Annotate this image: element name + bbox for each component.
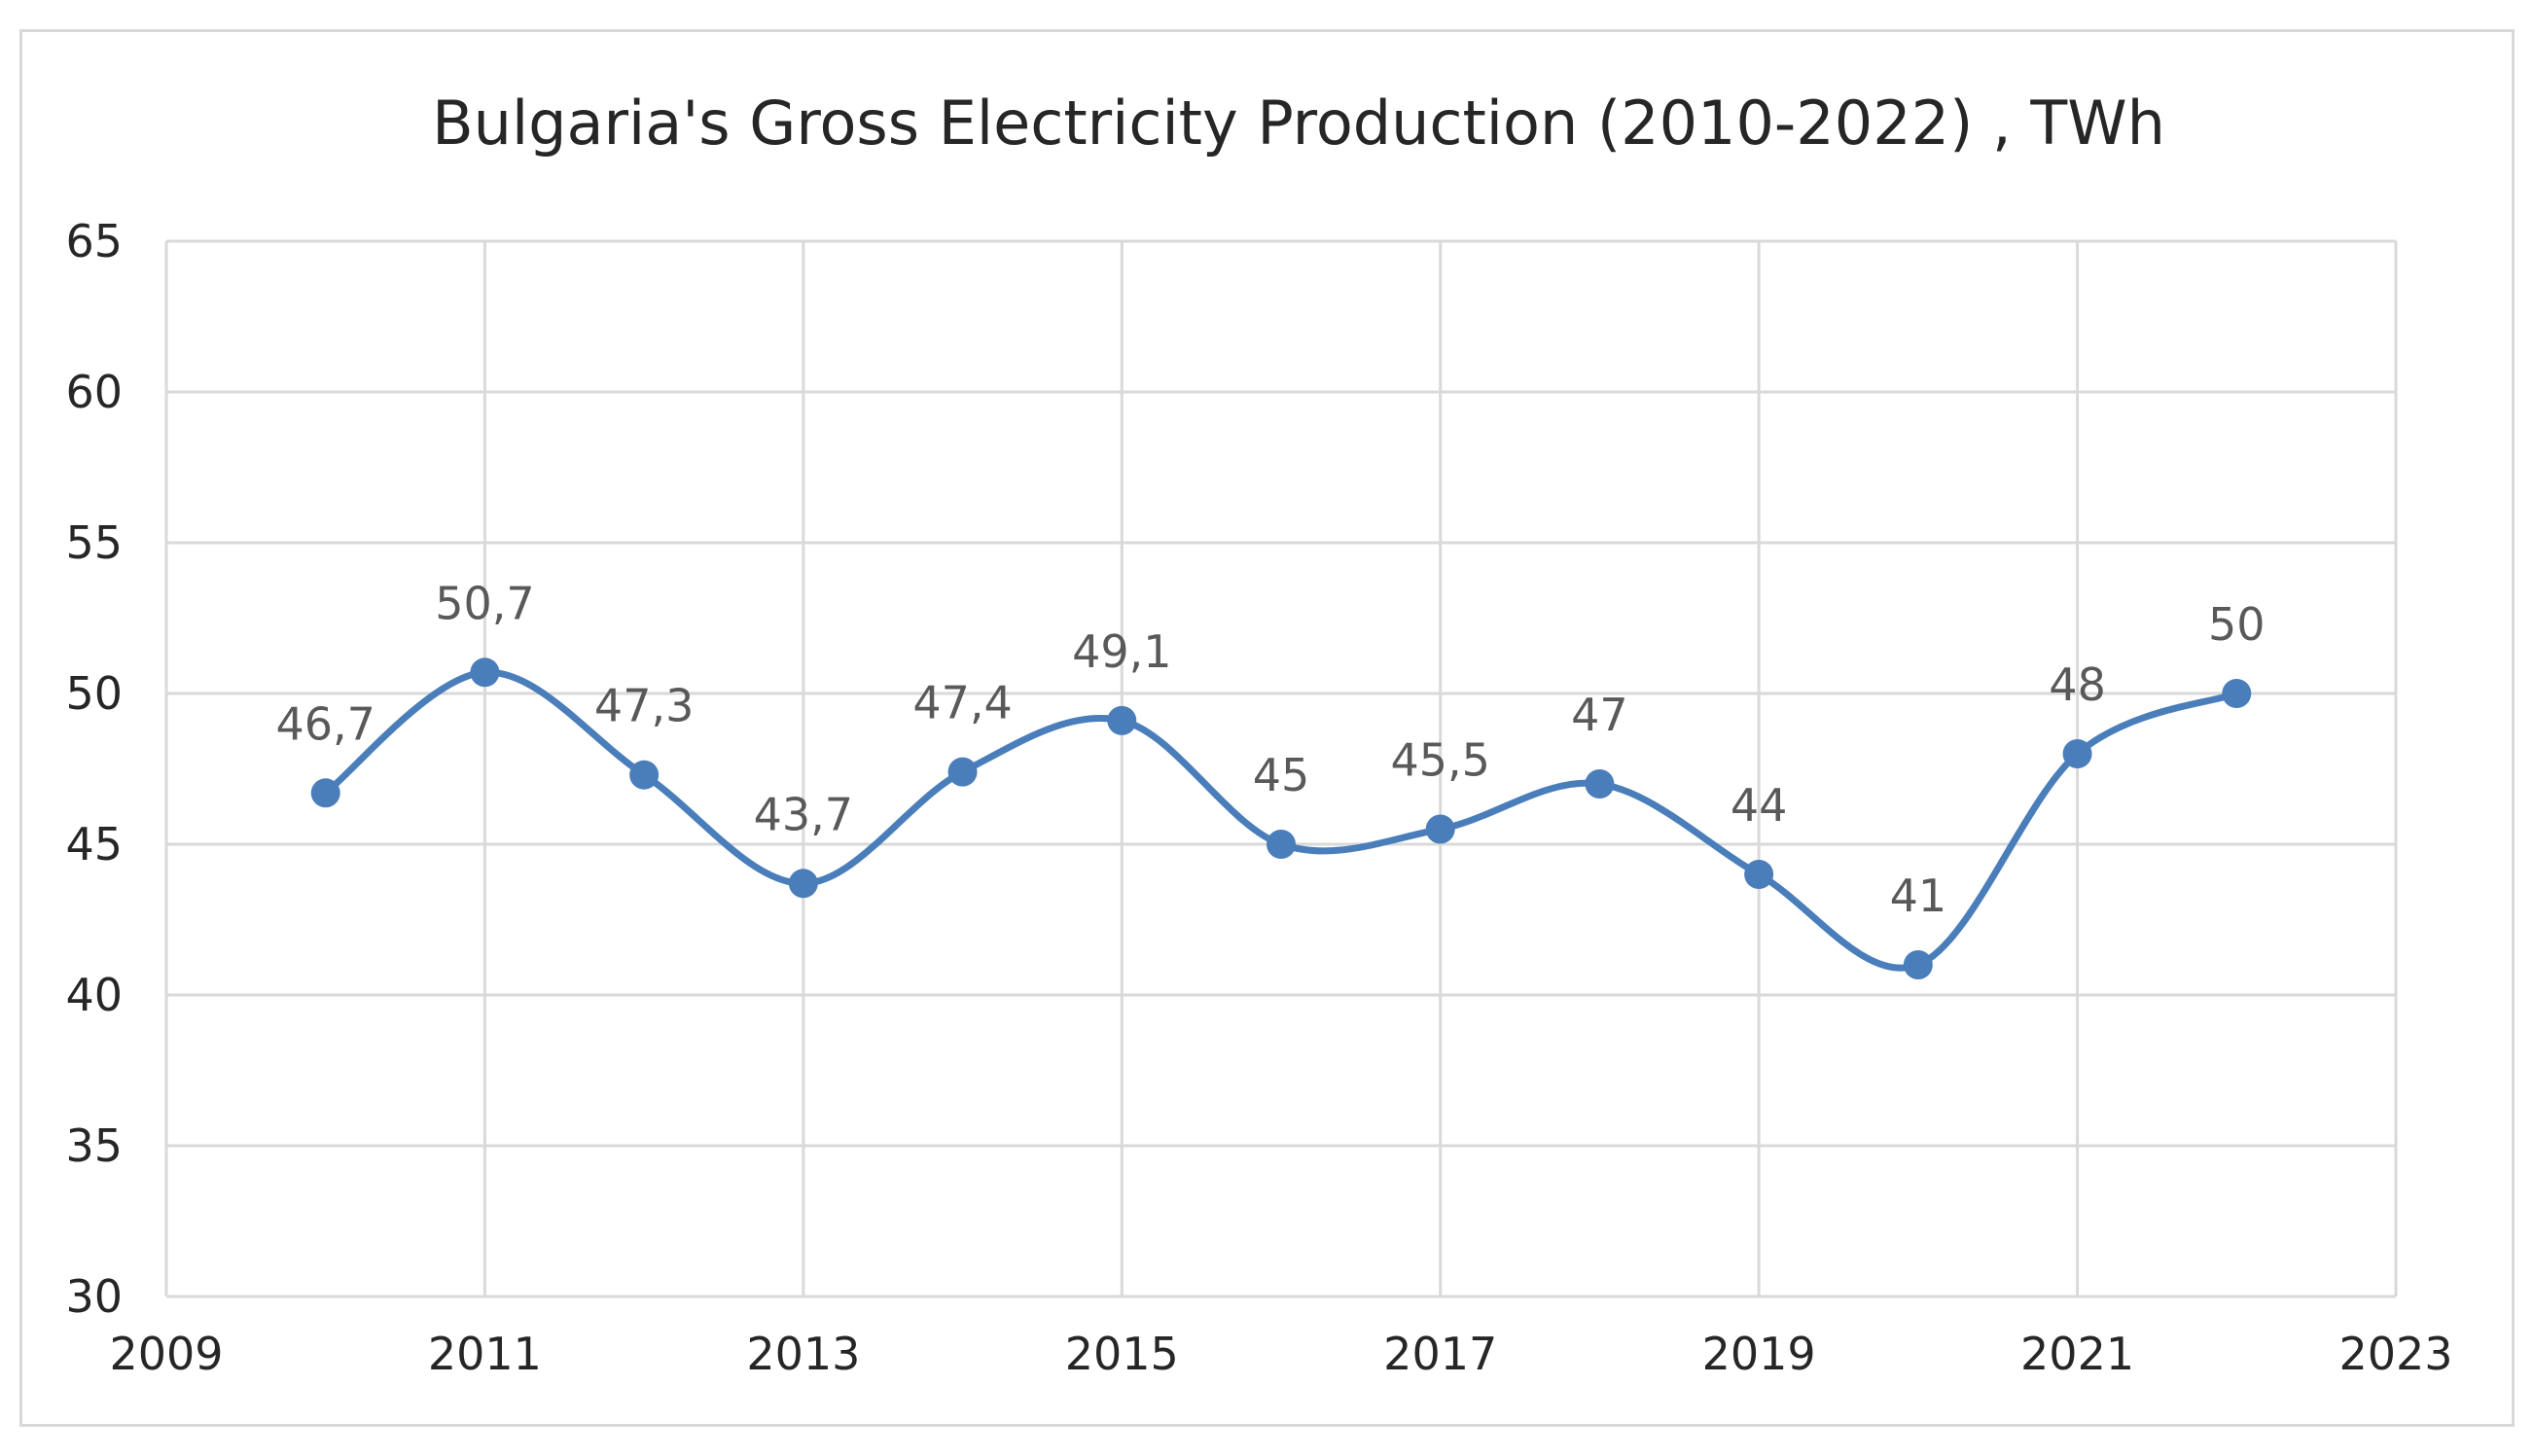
data-point-2021 [2062, 739, 2092, 768]
data-point-2018 [1585, 769, 1615, 799]
y-tick-label: 65 [65, 215, 123, 267]
data-label-2014: 47,4 [912, 677, 1012, 729]
data-point-2013 [788, 869, 818, 899]
data-point-2019 [1744, 860, 1774, 889]
y-tick-label: 35 [65, 1119, 123, 1172]
data-labels-layer: 46,7 50,7 47,3 43,7 47,4 49,1 45 45,5 47 44 41 48 50 [276, 577, 2266, 922]
data-point-2010 [310, 778, 340, 808]
x-tick-label: 2015 [1065, 1328, 1179, 1380]
x-tick-label: 2021 [2020, 1328, 2134, 1380]
y-tick-label: 50 [65, 667, 123, 720]
data-point-2012 [629, 760, 660, 790]
data-label-2022: 50 [2208, 598, 2266, 651]
data-point-2011 [470, 657, 500, 688]
x-tick-label: 2023 [2338, 1328, 2452, 1380]
data-label-2015: 49,1 [1072, 625, 1171, 678]
chart-title: Bulgaria's Gross Electricity Production … [432, 88, 2165, 159]
data-label-2013: 43,7 [754, 788, 853, 840]
x-tick-label: 2013 [746, 1328, 860, 1380]
data-label-2012: 47,3 [594, 680, 694, 732]
x-tick-label: 2009 [109, 1328, 223, 1380]
y-tick-label: 30 [65, 1270, 123, 1323]
line-chart: Bulgaria's Gross Electricity Production … [65, 88, 2452, 1380]
series-layer [310, 657, 2252, 979]
data-label-2020: 41 [1890, 870, 1947, 922]
data-label-2017: 45,5 [1391, 734, 1490, 787]
y-tick-label: 60 [65, 366, 123, 418]
data-point-2015 [1107, 705, 1137, 735]
grid-layer [164, 239, 2398, 1298]
y-tick-label: 55 [65, 516, 123, 569]
x-tick-label: 2019 [1702, 1328, 1816, 1380]
data-point-2020 [1903, 950, 1933, 979]
y-tick-label: 45 [65, 818, 123, 870]
y-axis-ticks: 30 35 40 45 50 55 60 65 [65, 215, 123, 1323]
y-tick-label: 40 [65, 969, 123, 1021]
x-tick-label: 2017 [1383, 1328, 1497, 1380]
data-point-2017 [1425, 814, 1455, 844]
chart-frame: Bulgaria's Gross Electricity Production … [19, 29, 2515, 1427]
data-label-2016: 45 [1253, 749, 1310, 801]
x-tick-label: 2011 [428, 1328, 542, 1380]
data-point-2016 [1267, 830, 1296, 859]
data-label-2011: 50,7 [435, 577, 534, 629]
data-label-2021: 48 [2049, 658, 2106, 711]
data-label-2010: 46,7 [276, 697, 375, 750]
data-label-2018: 47 [1571, 689, 1628, 741]
data-point-2014 [947, 757, 978, 787]
x-axis-ticks: 2009 2011 2013 2015 2017 2019 2021 2023 [109, 1328, 2452, 1380]
data-point-2022 [2222, 679, 2252, 708]
data-label-2019: 44 [1731, 779, 1788, 832]
